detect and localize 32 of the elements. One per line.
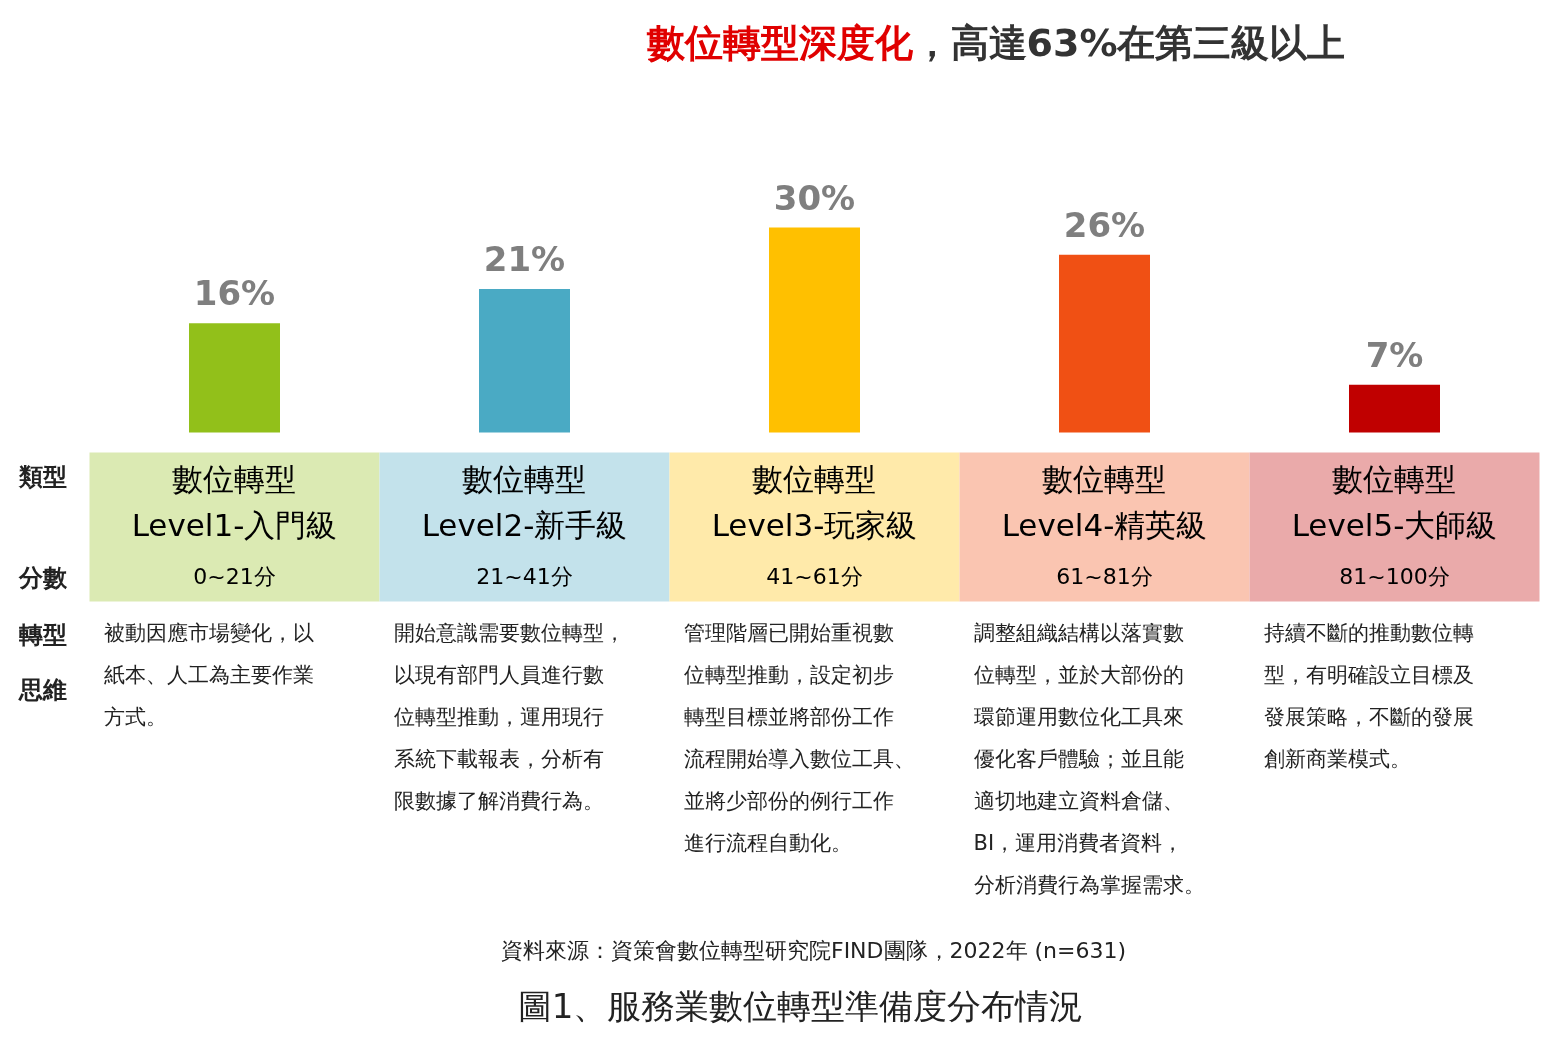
text: 思維 bbox=[17, 675, 67, 704]
text: 管理階層已開始重視數位轉型推動，設定初步轉型目標並將部份工作流程開始導入數位工具、並將少部份的例行工作進行流程自動化。 bbox=[683, 620, 915, 855]
text: 調整組織結構以落實數位轉型，並於大部份的環節運用數位化工具來優化客戶體驗；並且能適切地建立資料倉儲、BI，運用消費者資料，分析消費行為掌握需求。 bbox=[973, 620, 1205, 897]
caption: 圖1、服務業數位轉型準備度分布情況 bbox=[517, 985, 1084, 1026]
bar bbox=[479, 289, 570, 433]
data-label: 16% bbox=[193, 273, 276, 314]
text: 0~21分 bbox=[193, 563, 276, 589]
x-tick-label: 數位轉型 Level3-玩家級 bbox=[711, 460, 918, 544]
x-tick-label: 數位轉型 Level1-入門級 bbox=[131, 460, 338, 544]
bar bbox=[1059, 254, 1150, 433]
data-label: 30% bbox=[773, 177, 856, 218]
x-tick-label: 數位轉型 Level5-大師級 bbox=[1291, 460, 1498, 544]
bar bbox=[189, 323, 280, 433]
bar bbox=[1349, 384, 1440, 433]
x-tick-label: 數位轉型 Level4-精英級 bbox=[1001, 460, 1208, 544]
data-label: 7% bbox=[1365, 334, 1424, 375]
data-label: 26% bbox=[1063, 204, 1146, 245]
x-tick-label: 數位轉型 Level2-新手級 bbox=[421, 460, 628, 544]
text: 61~81分 bbox=[1056, 563, 1153, 589]
text: 41~61分 bbox=[766, 563, 863, 589]
data-label: 21% bbox=[483, 239, 566, 279]
bar bbox=[769, 227, 860, 433]
text: 轉型 bbox=[17, 620, 67, 649]
text: 被動因應市場變化，以紙本、人工為主要作業方式。 bbox=[103, 620, 314, 729]
text: 21~41分 bbox=[476, 563, 573, 589]
text: 81~100分 bbox=[1339, 563, 1450, 589]
text: 開始意識需要數位轉型，以現有部門人員進行數位轉型推動，運用現行系統下載報表，分析有限數據了解消費行為。 bbox=[393, 620, 625, 813]
text: 持續不斷的推動數位轉型，有明確設立目標及發展策略，不斷的發展創新商業模式。 bbox=[1263, 620, 1474, 771]
text: 分數 bbox=[17, 563, 68, 592]
text: 類型 bbox=[17, 462, 67, 491]
chart-title: 數位轉型深度化，高達63%在第三級以上 bbox=[645, 20, 1346, 65]
source-note: 資料來源：資策會數位轉型研究院FIND團隊，2022年 (n=631) bbox=[500, 938, 1127, 963]
